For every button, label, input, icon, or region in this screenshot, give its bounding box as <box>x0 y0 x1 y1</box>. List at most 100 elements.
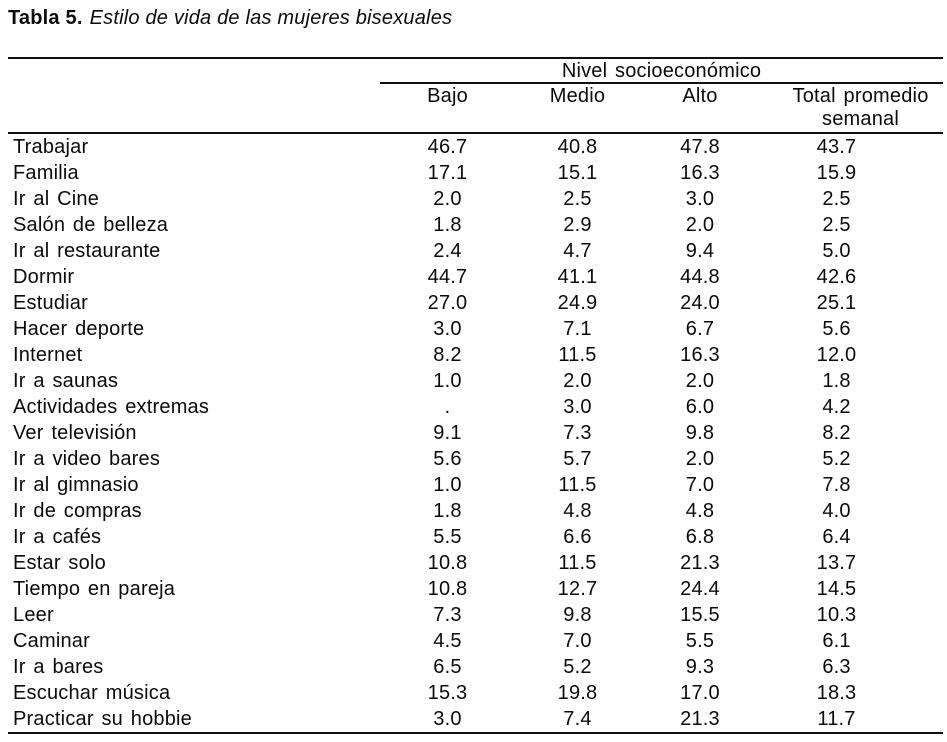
table-row: Actividades extremas. 3.0 6.0 4.2 <box>8 394 943 420</box>
value-cell: 4.8 <box>685 500 715 522</box>
value-cell: 2.5 <box>822 214 851 236</box>
value-cell: 12.0 <box>816 344 857 366</box>
value-cell: 1.8 <box>433 500 462 522</box>
group-header-nivel-socioeconomico: Nivel socioeconómico <box>380 58 944 84</box>
value-cell: 2.0 <box>433 188 462 210</box>
value-cell: 11.5 <box>558 344 597 366</box>
value-cell: 5.6 <box>433 448 462 470</box>
table-row: Ir a bares 6.5 5.2 9.3 6.3 <box>8 654 943 680</box>
column-header-4: Total promedio semanal <box>760 83 944 134</box>
table-row: Caminar 4.5 7.0 5.5 6.1 <box>8 628 943 654</box>
value-cell: 4.7 <box>563 240 592 262</box>
value-cell: 46.7 <box>427 136 468 158</box>
table-row: Leer 7.3 9.8 15.5 10.3 <box>8 602 943 628</box>
table-row: Ir al gimnasio 1.0 11.5 7.0 7.8 <box>8 472 943 498</box>
value-cell: 16.3 <box>680 344 720 366</box>
value-cell: 3.0 <box>433 318 462 340</box>
value-cell: 11.7 <box>817 708 856 730</box>
value-cell: 18.3 <box>816 682 857 704</box>
table-row: Hacer deporte 3.0 7.1 6.7 5.6 <box>8 316 943 342</box>
value-cell: 15.5 <box>680 604 720 626</box>
activity-label: Estar solo <box>13 552 106 574</box>
table-row: Salón de belleza 1.8 2.9 2.0 2.5 <box>8 212 943 238</box>
table-row: Practicar su hobbie 3.0 7.4 21.3 11.7 <box>8 706 943 733</box>
value-cell: 10.8 <box>427 552 468 574</box>
value-cell: 17.1 <box>427 162 468 184</box>
table-row: Estar solo 10.8 11.5 21.3 13.7 <box>8 550 943 576</box>
value-cell: 21.3 <box>680 708 720 730</box>
value-cell: . <box>444 396 451 418</box>
value-cell: 9.4 <box>685 240 715 262</box>
value-cell: 25.1 <box>816 292 857 314</box>
value-cell: 1.0 <box>433 474 462 496</box>
value-cell: 5.2 <box>563 656 592 678</box>
value-cell: 5.7 <box>563 448 592 470</box>
table-body: Trabajar 46.7 40.8 47.8 43.7 Familia 17.1 15.1 1… <box>8 133 943 733</box>
value-cell: 11.5 <box>558 474 597 496</box>
column-header-3: Alto <box>640 83 760 134</box>
value-cell: 41.1 <box>557 266 598 288</box>
value-cell: 9.8 <box>685 422 715 444</box>
value-cell: 27.0 <box>427 292 468 314</box>
value-cell: 9.3 <box>685 656 715 678</box>
value-cell: 15.1 <box>557 162 598 184</box>
value-cell: 9.8 <box>563 604 592 626</box>
table-number: Tabla 5. <box>8 7 83 29</box>
value-cell: 5.2 <box>822 448 851 470</box>
activity-label: Estudiar <box>13 292 88 314</box>
value-cell: 2.5 <box>563 188 592 210</box>
activity-label: Internet <box>13 344 83 366</box>
value-cell: 47.8 <box>680 136 720 158</box>
activity-label: Leer <box>13 604 54 626</box>
activity-label: Ir a video bares <box>13 448 161 470</box>
value-cell: 6.8 <box>685 526 715 548</box>
value-cell: 2.0 <box>685 370 715 392</box>
table-row: Internet 8.2 11.5 16.3 12.0 <box>8 342 943 368</box>
activity-label: Ir al restaurante <box>13 240 161 262</box>
column-header-1: Bajo <box>380 83 515 134</box>
spanner-row: Nivel socioeconómico <box>8 58 944 84</box>
value-cell: 40.8 <box>557 136 598 158</box>
value-cell: 11.5 <box>558 552 597 574</box>
value-cell: 1.8 <box>822 370 851 392</box>
column-header-2: Medio <box>515 83 640 134</box>
table-row: Ver televisión 9.1 7.3 9.8 8.2 <box>8 420 943 446</box>
value-cell: 3.0 <box>685 188 715 210</box>
value-cell: 4.5 <box>433 630 462 652</box>
stub-blank-cell <box>8 58 380 83</box>
value-cell: 4.8 <box>563 500 592 522</box>
table-row: Dormir 44.7 41.1 44.8 42.6 <box>8 264 943 290</box>
value-cell: 7.0 <box>685 474 715 496</box>
value-cell: 6.6 <box>563 526 592 548</box>
activity-label: Hacer deporte <box>13 318 145 340</box>
activity-label: Ir a saunas <box>13 370 119 392</box>
value-cell: 7.8 <box>822 474 851 496</box>
value-cell: 2.0 <box>563 370 592 392</box>
value-cell: 5.5 <box>685 630 715 652</box>
value-cell: 5.5 <box>433 526 462 548</box>
activity-label: Escuchar música <box>13 682 171 704</box>
lifestyle-table: Nivel socioeconómico Bajo Medio Alto Total … <box>8 57 944 734</box>
value-cell: 21.3 <box>680 552 720 574</box>
value-cell: 7.3 <box>563 422 592 444</box>
activity-label: Dormir <box>13 266 75 288</box>
value-cell: 24.4 <box>680 578 720 600</box>
value-cell: 13.7 <box>816 552 857 574</box>
value-cell: 10.3 <box>816 604 857 626</box>
value-cell: 3.0 <box>433 708 462 730</box>
value-cell: 19.8 <box>557 682 598 704</box>
value-cell: 7.4 <box>563 708 592 730</box>
value-cell: 12.7 <box>557 578 598 600</box>
value-cell: 4.0 <box>822 500 851 522</box>
value-cell: 2.9 <box>563 214 592 236</box>
table-row: Ir a saunas 1.0 2.0 2.0 1.8 <box>8 368 943 394</box>
value-cell: 6.1 <box>822 630 851 652</box>
value-cell: 8.2 <box>433 344 462 366</box>
activity-label: Familia <box>13 162 79 184</box>
value-cell: 6.5 <box>433 656 462 678</box>
table-row: Ir a video bares 5.6 5.7 2.0 5.2 <box>8 446 943 472</box>
value-cell: 6.4 <box>822 526 851 548</box>
value-cell: 17.0 <box>680 682 720 704</box>
table-caption: Estilo de vida de las mujeres bisexuales <box>89 7 453 29</box>
